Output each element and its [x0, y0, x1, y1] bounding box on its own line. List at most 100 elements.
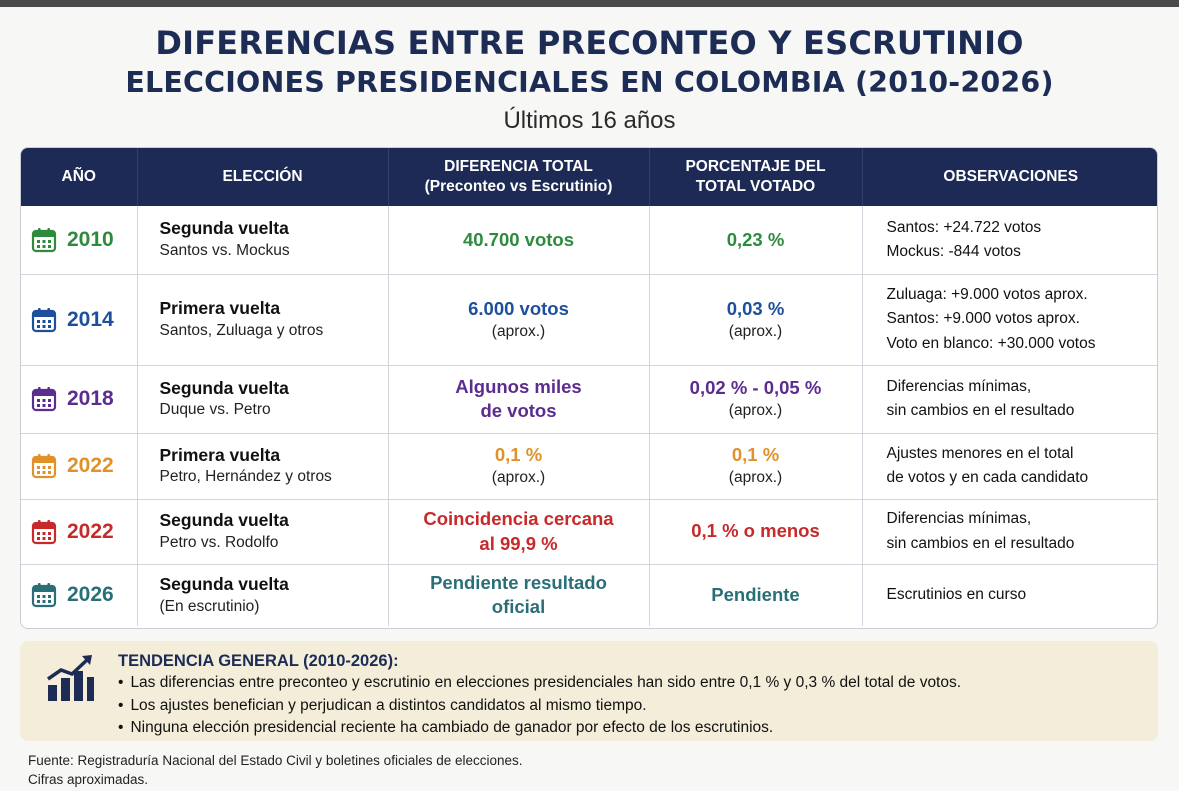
year-cell-content: 2026	[21, 582, 137, 608]
election-cell: Segunda vuelta (En escrutinio)	[137, 564, 389, 626]
table-row: 2018 Segunda vuelta Duque vs. Petro Algunos…	[21, 365, 1157, 434]
year-cell: 2026	[21, 564, 138, 626]
column-header-label: OBSERVACIONES	[943, 167, 1079, 185]
year-cell: 2010	[21, 206, 138, 275]
percentage-cell: Pendiente	[649, 564, 863, 626]
observation-line: Escrutinios en curso	[886, 586, 1027, 604]
election-cell: Segunda vuelta Santos vs. Mockus	[137, 206, 389, 275]
page-subtitle: Últimos 16 años	[503, 107, 676, 134]
calendar-icon	[31, 307, 57, 333]
column-header-sublabel: TOTAL VOTADO	[695, 178, 816, 195]
page-title: DIFERENCIAS ENTRE PRECONTEO Y ESCRUTINIO	[155, 24, 1024, 62]
percentage-value: 0,1 %	[731, 444, 780, 466]
trend-bullet: Las diferencias entre preconteo y escrut…	[118, 672, 961, 695]
difference-value: Pendiente resultado	[430, 572, 607, 594]
observations-cell: Diferencias mínimas, sin cambios en el re…	[862, 365, 1157, 434]
percentage-value: Pendiente	[711, 584, 800, 606]
difference-value: 0,1 %	[494, 444, 543, 466]
calendar-icon	[31, 453, 57, 479]
trend-bullet: Los ajustes benefician y perjudican a di…	[118, 695, 961, 718]
col-header-percentage: PORCENTAJE DEL TOTAL VOTADO	[649, 148, 863, 206]
election-cell: Primera vuelta Petro, Hernández y otros	[137, 433, 389, 500]
percentage-value: 0,23 %	[726, 228, 785, 250]
trend-title: TENDENCIA GENERAL (2010-2026):	[118, 652, 399, 670]
col-header-election: ELECCIÓN	[137, 148, 389, 206]
table-row: 2022 Primera vuelta Petro, Hernández y otr…	[21, 433, 1157, 500]
election-candidates: Santos, Zuluaga y otros	[159, 321, 324, 339]
calendar-icon	[31, 227, 57, 253]
observation-line: Santos: +9.000 votos aprox.	[886, 310, 1080, 328]
observations-cell: Zuluaga: +9.000 votos aprox. Santos: +9.0…	[862, 274, 1157, 366]
table-row: 2022 Segunda vuelta Petro vs. Rodolfo Coinc…	[21, 499, 1157, 565]
percentage-cell: 0,1 % (aprox.)	[649, 433, 863, 500]
observation-line: Zuluaga: +9.000 votos aprox.	[886, 286, 1088, 304]
observation-line: Mockus: -844 votos	[886, 242, 1021, 260]
difference-value: Algunos miles	[455, 375, 582, 397]
elections-table: AÑO ELECCIÓN DIFERENCIA TOTAL (Preconteo vs…	[20, 147, 1158, 629]
observation-line: sin cambios en el resultado	[886, 402, 1075, 419]
calendar-icon	[31, 519, 57, 545]
year-label: 2022	[67, 454, 114, 477]
election-type: Segunda vuelta	[159, 377, 289, 398]
year-cell-content: 2010	[21, 227, 137, 253]
percentage-note: (aprox.)	[728, 402, 783, 420]
observation-line: Santos: +24.722 votos	[886, 218, 1042, 236]
calendar-icon	[31, 582, 57, 608]
source-text: Fuente: Registraduría Nacional del Estad…	[28, 753, 523, 768]
column-header-label: AÑO	[61, 167, 96, 185]
difference-cell: 6.000 votos (aprox.)	[388, 274, 650, 366]
election-cell: Segunda vuelta Duque vs. Petro	[137, 365, 389, 434]
difference-value: 6.000 votos	[468, 297, 569, 319]
percentage-cell: 0,1 % o menos	[649, 499, 863, 565]
observations-cell: Escrutinios en curso	[862, 564, 1157, 626]
difference-value: Coincidencia cercana	[423, 508, 614, 530]
table-body: 2010 Segunda vuelta Santos vs. Mockus 40.70…	[21, 206, 1157, 626]
percentage-cell: 0,02 % - 0,05 % (aprox.)	[649, 365, 863, 434]
percentage-value: 0,02 % - 0,05 %	[689, 377, 822, 399]
table-row: 2026 Segunda vuelta (En escrutinio) Pendien…	[21, 564, 1157, 626]
year-label: 2018	[67, 387, 114, 410]
observation-line: Voto en blanco: +30.000 votos	[886, 334, 1096, 352]
election-candidates: Santos vs. Mockus	[159, 242, 290, 260]
col-header-observations: OBSERVACIONES	[862, 148, 1157, 206]
calendar-icon	[31, 386, 57, 412]
year-label: 2022	[67, 519, 114, 543]
difference-note: (aprox.)	[491, 469, 546, 487]
election-candidates: (En escrutinio)	[159, 597, 260, 615]
year-cell-content: 2018	[21, 386, 137, 412]
year-cell: 2014	[21, 274, 138, 366]
difference-note: (aprox.)	[491, 322, 546, 340]
election-type: Segunda vuelta	[159, 218, 289, 239]
trend-bullet: Ninguna elección presidencial reciente h…	[118, 717, 961, 740]
difference-value: oficial	[491, 596, 546, 618]
year-cell-content: 2022	[21, 453, 137, 479]
table-row: 2010 Segunda vuelta Santos vs. Mockus 40.70…	[21, 206, 1157, 275]
observation-line: Diferencias mínimas,	[886, 377, 1032, 395]
percentage-value: 0,1 % o menos	[691, 520, 820, 542]
percentage-note: (aprox.)	[728, 322, 783, 340]
table-row: 2014 Primera vuelta Santos, Zuluaga y otro…	[21, 274, 1157, 366]
observation-line: de votos y en cada candidato	[886, 469, 1089, 486]
difference-cell: Pendiente resultado oficial	[388, 564, 650, 626]
percentage-cell: 0,23 %	[649, 206, 863, 275]
bar-chart-trend-icon	[44, 653, 96, 708]
difference-value: de votos	[480, 400, 557, 421]
difference-cell: 0,1 % (aprox.)	[388, 433, 650, 500]
difference-cell: 40.700 votos	[388, 206, 650, 275]
observation-line: Ajustes menores en el total	[886, 444, 1074, 462]
trend-summary-box: TENDENCIA GENERAL (2010-2026): Las difer…	[20, 641, 1158, 741]
col-header-year: AÑO	[21, 148, 138, 206]
election-candidates: Petro vs. Rodolfo	[159, 533, 279, 551]
observations-cell: Ajustes menores en el total de votos y en…	[862, 433, 1157, 500]
page-title-line-2: ELECCIONES PRESIDENCIALES EN COLOMBIA (2…	[125, 66, 1054, 99]
col-header-difference: DIFERENCIA TOTAL (Preconteo vs Escrutinio…	[388, 148, 650, 206]
observations-cell: Diferencias mínimas, sin cambios en el re…	[862, 499, 1157, 565]
year-cell-content: 2014	[21, 307, 137, 333]
difference-cell: Algunos miles de votos	[388, 365, 650, 434]
difference-value: al 99,9 %	[479, 532, 558, 554]
election-cell: Primera vuelta Santos, Zuluaga y otros	[137, 274, 389, 366]
difference-cell: Coincidencia cercana al 99,9 %	[388, 499, 650, 565]
table-header-row: AÑO ELECCIÓN DIFERENCIA TOTAL (Preconteo vs…	[21, 148, 1157, 206]
election-candidates: Duque vs. Petro	[159, 401, 271, 419]
column-header-label: DIFERENCIA TOTAL	[444, 157, 593, 175]
